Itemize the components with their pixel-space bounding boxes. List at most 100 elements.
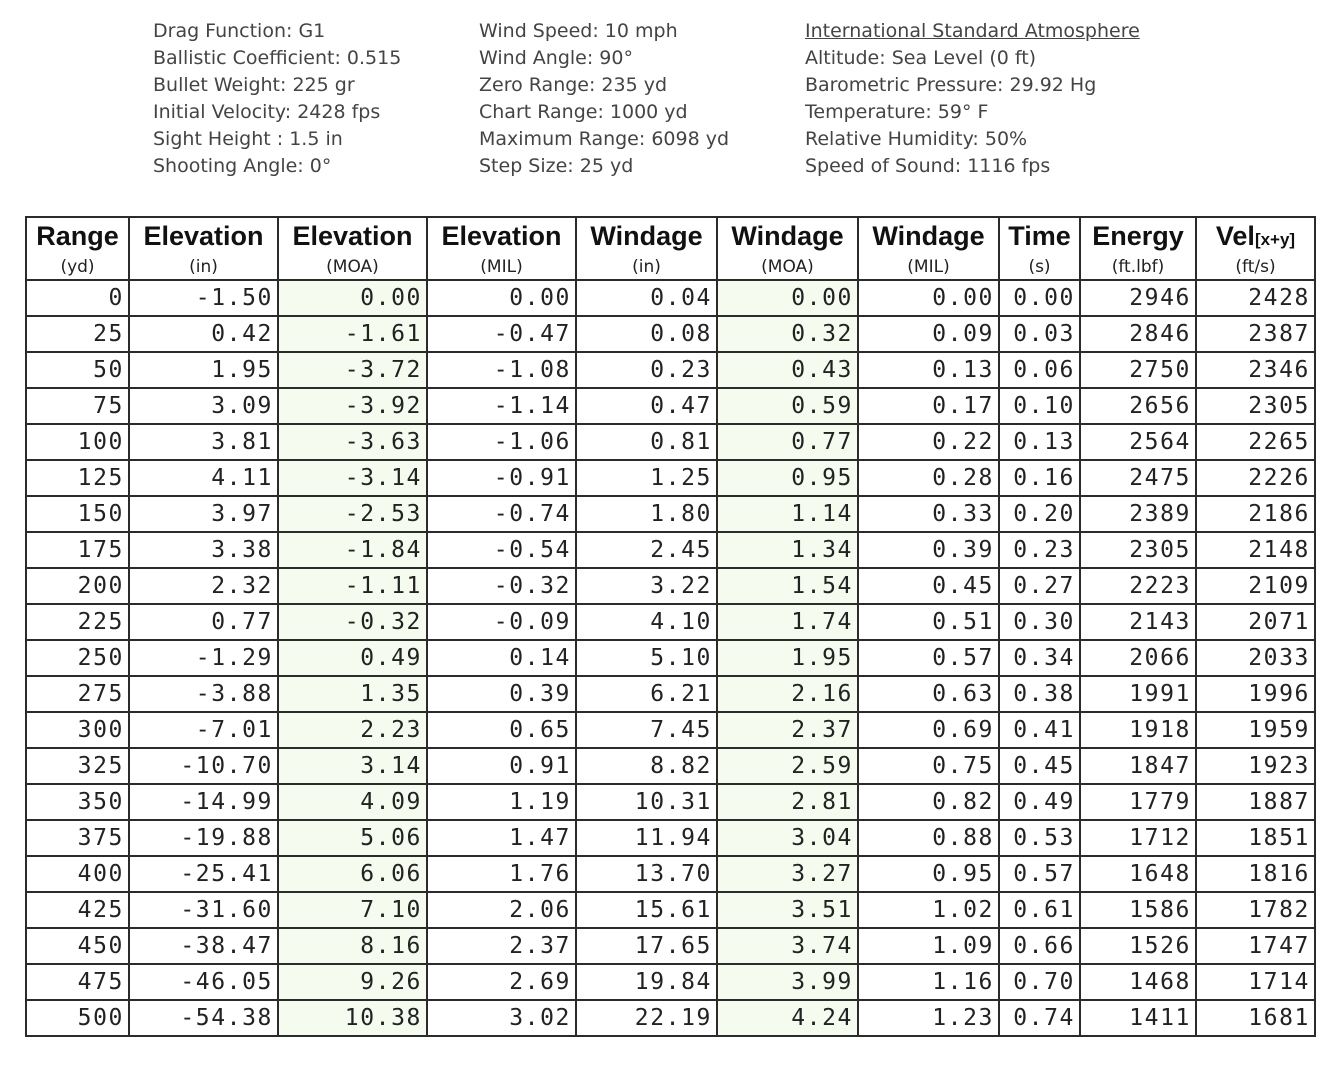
table-cell: 425 <box>25 891 130 929</box>
table-cell: -2.53 <box>277 495 428 533</box>
table-cell: -1.06 <box>426 423 577 461</box>
table-cell: 0.65 <box>426 711 577 749</box>
table-cell: 0.39 <box>857 531 1000 569</box>
table-cell: 1526 <box>1079 927 1197 965</box>
table-cell: 0.33 <box>857 495 1000 533</box>
table-cell: 0.82 <box>857 783 1000 821</box>
column-title: Windage <box>857 216 1000 254</box>
table-cell: 0.20 <box>998 495 1081 533</box>
table-cell: 1.25 <box>575 459 718 497</box>
column-title-text: Energy <box>1092 220 1184 251</box>
table-cell: 10.38 <box>277 999 428 1037</box>
table-cell: 0.03 <box>998 315 1081 353</box>
table-cell: -1.61 <box>277 315 428 353</box>
atmosphere-link[interactable]: International Standard Atmosphere <box>805 20 1140 42</box>
table-row: 50 1.95 -3.72 -1.08 0.23 0.43 0.13 0.06 2750 2346 <box>25 351 1316 389</box>
table-cell: 1.34 <box>716 531 859 569</box>
table-cell: 2109 <box>1195 567 1316 605</box>
table-cell: 0.70 <box>998 963 1081 1001</box>
table-cell: 0.43 <box>716 351 859 389</box>
table-cell: 50 <box>25 351 130 389</box>
table-cell: 0.28 <box>857 459 1000 497</box>
table-cell: 6.06 <box>277 855 428 893</box>
table-cell: -3.92 <box>277 387 428 425</box>
table-cell: 5.10 <box>575 639 718 677</box>
table-cell: 1996 <box>1195 675 1316 713</box>
table-cell: 0.69 <box>857 711 1000 749</box>
info-line: Speed of Sound: 1116 fps <box>805 155 1051 177</box>
table-cell: 0.74 <box>998 999 1081 1037</box>
table-cell: 1782 <box>1195 891 1316 929</box>
table-row: 475 -46.05 9.26 2.69 19.84 3.99 1.16 0.70 1468 17… <box>25 963 1316 1001</box>
table-cell: 1.95 <box>716 639 859 677</box>
info-line: Wind Speed: 10 mph <box>479 20 678 42</box>
info-line: Shooting Angle: 0° <box>153 155 332 177</box>
column-title: Elevation <box>426 216 577 254</box>
table-cell: 0.41 <box>998 711 1081 749</box>
info-line: Temperature: 59° F <box>805 101 989 123</box>
table-cell: -0.32 <box>426 567 577 605</box>
column-unit: (MOA) <box>277 254 428 281</box>
column-title: Elevation <box>128 216 279 254</box>
table-cell: -0.09 <box>426 603 577 641</box>
table-cell: 400 <box>25 855 130 893</box>
column-title-suffix: [x+y] <box>1254 229 1296 249</box>
table-cell: 4.09 <box>277 783 428 821</box>
table-cell: 3.97 <box>128 495 279 533</box>
table-cell: -1.08 <box>426 351 577 389</box>
table-cell: 0.06 <box>998 351 1081 389</box>
table-cell: 11.94 <box>575 819 718 857</box>
table-cell: 1.23 <box>857 999 1000 1037</box>
info-line: Ballistic Coefficient: 0.515 <box>153 47 402 69</box>
table-cell: 3.04 <box>716 819 859 857</box>
table-cell: 4.10 <box>575 603 718 641</box>
table-cell: 2656 <box>1079 387 1197 425</box>
table-cell: 1.09 <box>857 927 1000 965</box>
table-cell: 0.17 <box>857 387 1000 425</box>
column-title-text: Vel <box>1215 220 1255 251</box>
table-cell: 175 <box>25 531 130 569</box>
table-cell: 0.00 <box>277 279 428 317</box>
table-cell: 2071 <box>1195 603 1316 641</box>
info-line: Drag Function: G1 <box>153 20 326 42</box>
table-cell: -54.38 <box>128 999 279 1037</box>
table-cell: 1918 <box>1079 711 1197 749</box>
table-cell: -1.11 <box>277 567 428 605</box>
table-cell: 350 <box>25 783 130 821</box>
table-cell: 0.53 <box>998 819 1081 857</box>
table-cell: 0.14 <box>426 639 577 677</box>
table-cell: 7.45 <box>575 711 718 749</box>
column-title: Elevation <box>277 216 428 254</box>
column-title-text: Windage <box>872 220 985 251</box>
table-row: 200 2.32 -1.11 -0.32 3.22 1.54 0.45 0.27 2223 210… <box>25 567 1316 605</box>
table-cell: 0.04 <box>575 279 718 317</box>
info-line: Wind Angle: 90° <box>479 47 633 69</box>
table-cell: -0.74 <box>426 495 577 533</box>
table-cell: 0.81 <box>575 423 718 461</box>
table-cell: 0.95 <box>716 459 859 497</box>
column-unit: (ft/s) <box>1195 254 1316 281</box>
table-cell: -0.47 <box>426 315 577 353</box>
table-cell: 2346 <box>1195 351 1316 389</box>
table-cell: 1.95 <box>128 351 279 389</box>
column-title-text: Elevation <box>292 220 413 251</box>
table-cell: 1959 <box>1195 711 1316 749</box>
table-cell: 8.82 <box>575 747 718 785</box>
table-cell: 300 <box>25 711 130 749</box>
table-cell: -0.91 <box>426 459 577 497</box>
table-cell: 3.09 <box>128 387 279 425</box>
table-cell: 0.30 <box>998 603 1081 641</box>
table-cell: 2387 <box>1195 315 1316 353</box>
table-cell: 1712 <box>1079 819 1197 857</box>
table-cell: 3.99 <box>716 963 859 1001</box>
table-row: 25 0.42 -1.61 -0.47 0.08 0.32 0.09 0.03 2846 2387 <box>25 315 1316 353</box>
table-cell: 0.77 <box>716 423 859 461</box>
table-cell: 2946 <box>1079 279 1197 317</box>
table-cell: 0.39 <box>426 675 577 713</box>
column-title-text: Elevation <box>143 220 264 251</box>
table-cell: 0.09 <box>857 315 1000 353</box>
table-row: 325 -10.70 3.14 0.91 8.82 2.59 0.75 0.45 1847 192… <box>25 747 1316 785</box>
table-cell: 4.11 <box>128 459 279 497</box>
table-cell: 1747 <box>1195 927 1316 965</box>
table-row: 250 -1.29 0.49 0.14 5.10 1.95 0.57 0.34 2066 2033 <box>25 639 1316 677</box>
